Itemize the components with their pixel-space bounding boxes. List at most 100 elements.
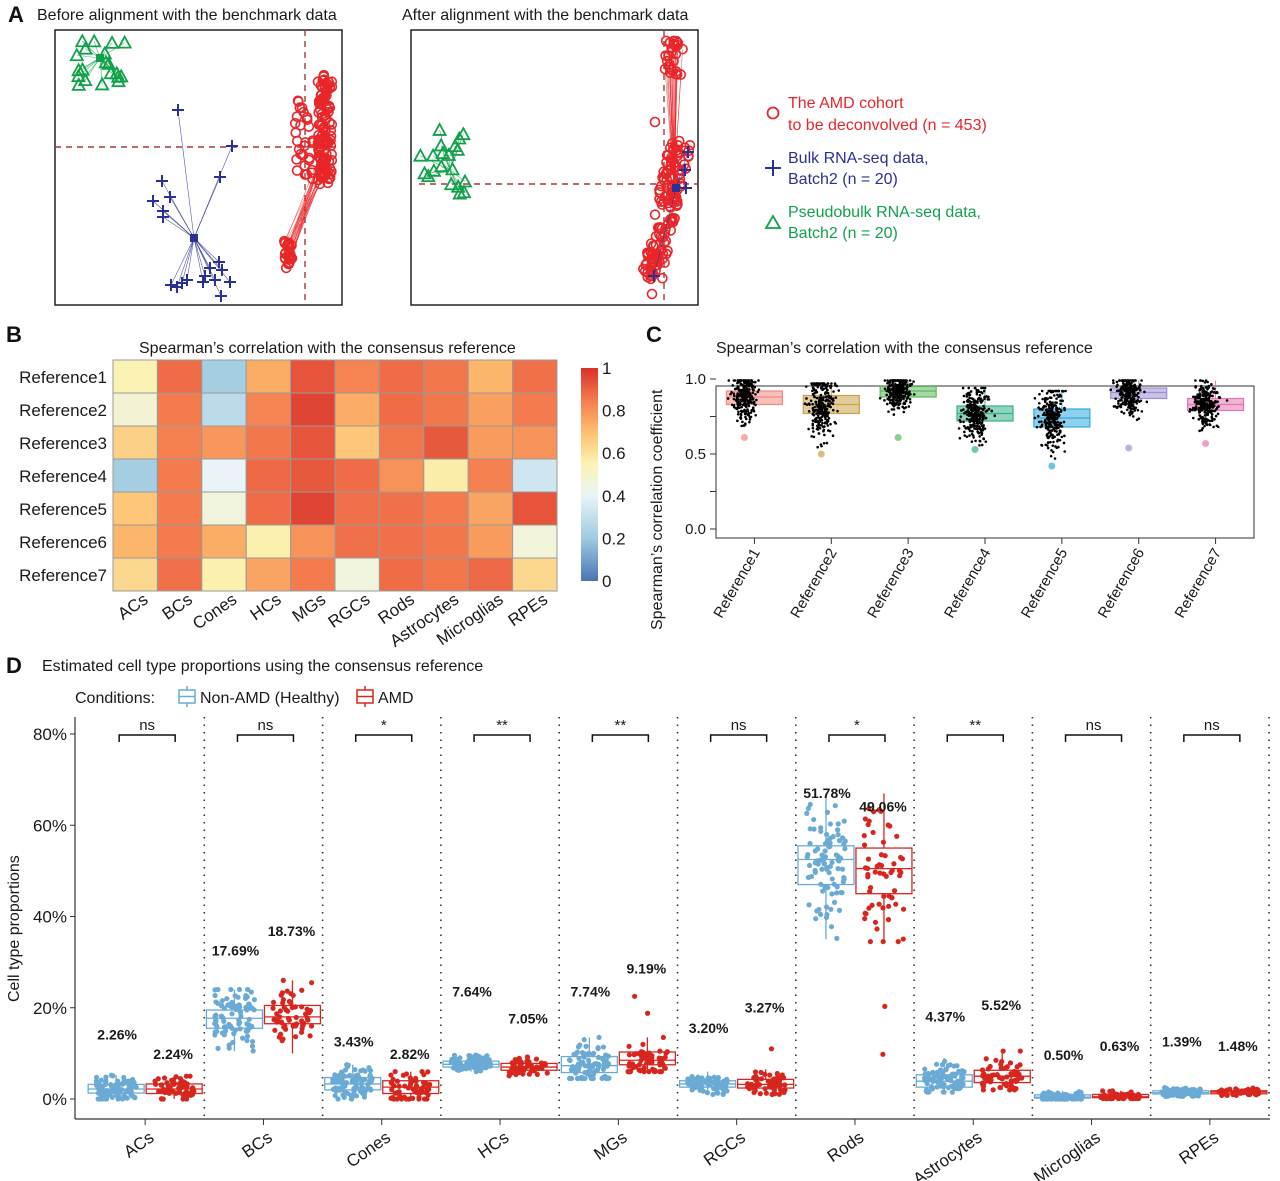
bulk-sample-point	[213, 256, 225, 268]
data-point	[897, 379, 901, 382]
amd-sample-point	[324, 163, 336, 174]
panel-a-right-title: After alignment with the benchmark data	[402, 7, 688, 24]
data-point	[891, 381, 894, 385]
data-point	[591, 1071, 597, 1077]
data-point	[830, 382, 833, 385]
amd-sample-point	[672, 140, 684, 151]
data-point	[284, 988, 290, 994]
data-point	[1130, 411, 1133, 414]
data-point	[939, 1080, 945, 1087]
data-point	[757, 388, 761, 391]
data-point	[1143, 390, 1146, 394]
data-point	[824, 399, 828, 403]
data-point	[574, 1075, 580, 1082]
panel-a-before-plot	[54, 29, 343, 306]
data-point	[739, 417, 743, 420]
data-point	[1055, 406, 1058, 410]
data-point	[658, 1069, 665, 1075]
data-point	[245, 1028, 251, 1034]
data-point	[282, 1023, 288, 1029]
data-point	[1203, 424, 1206, 428]
data-point	[1129, 407, 1133, 411]
data-point	[902, 401, 906, 405]
data-point	[538, 1064, 544, 1070]
data-point	[738, 390, 742, 394]
data-point	[903, 394, 907, 398]
significance-bracket	[118, 734, 176, 742]
colorbar-tick-label: 1	[602, 359, 611, 378]
data-point	[392, 1069, 398, 1075]
data-point	[963, 411, 967, 415]
data-point	[821, 384, 824, 388]
data-point	[749, 382, 753, 385]
data-point	[896, 395, 899, 398]
data-point	[889, 867, 895, 873]
data-point	[861, 842, 868, 848]
pseudobulk-sample-point	[77, 72, 93, 87]
data-point	[830, 834, 836, 840]
panel-a-legend: The AMD cohort to be deconvolved (n = 45…	[764, 95, 987, 242]
data-point	[236, 1017, 242, 1023]
data-point	[842, 846, 848, 852]
data-point	[1100, 1088, 1106, 1094]
data-point	[810, 435, 813, 438]
amd-sample-point	[313, 136, 324, 147]
data-point	[1054, 421, 1058, 425]
data-point	[822, 884, 828, 890]
heatmap-cell	[334, 491, 380, 526]
data-point	[829, 422, 832, 426]
data-point	[1050, 406, 1054, 410]
data-point	[1203, 411, 1207, 414]
data-point	[973, 399, 977, 402]
bulk-sample-point	[226, 140, 238, 152]
data-point	[1130, 381, 1133, 385]
legend-bulk-line1: Bulk RNA-seq data,	[788, 150, 929, 167]
data-point	[809, 399, 813, 403]
data-point	[1119, 399, 1122, 402]
data-point	[827, 416, 831, 420]
data-point	[752, 388, 755, 392]
mean-proportion-label: 51.78%	[803, 785, 851, 801]
data-point	[746, 395, 750, 398]
data-point	[251, 997, 258, 1003]
data-point	[966, 392, 970, 395]
significance-label: **	[969, 717, 981, 734]
data-point	[743, 379, 747, 383]
data-point	[212, 1032, 218, 1038]
amd-sample-point	[319, 81, 331, 92]
heatmap-cell	[423, 491, 469, 526]
data-point	[625, 1069, 631, 1075]
data-point	[751, 1089, 757, 1095]
data-point	[779, 1072, 785, 1078]
data-point	[866, 805, 872, 812]
heatmap-cell	[423, 458, 469, 493]
data-point	[1117, 402, 1120, 405]
data-point	[827, 394, 831, 397]
data-point	[221, 1018, 227, 1024]
data-point	[600, 1044, 607, 1050]
data-point	[649, 1055, 655, 1061]
data-point	[1213, 418, 1216, 421]
data-point	[1194, 398, 1197, 402]
data-point	[1137, 391, 1140, 395]
data-point	[190, 1085, 196, 1091]
data-point	[813, 382, 817, 385]
data-point	[805, 851, 811, 858]
data-point	[838, 889, 844, 896]
significance-label: **	[615, 717, 627, 734]
data-point	[1208, 423, 1212, 427]
data-point	[904, 379, 907, 382]
significance-label: ns	[1086, 717, 1102, 734]
data-point	[886, 381, 889, 385]
data-point	[308, 1023, 315, 1029]
data-point	[1015, 1076, 1021, 1082]
data-point	[1194, 405, 1198, 408]
data-point	[583, 1043, 589, 1049]
y-tick-label: 0.0	[685, 521, 706, 538]
data-point	[821, 382, 825, 385]
cell-type-group: RPEs ns 1.39% 1.48%	[1152, 717, 1270, 1168]
data-point	[967, 414, 971, 418]
panel-d-groups: ACs ns 2.26% 2.24% BCs ns 17.69% 18.73% Cones * 3.…	[87, 717, 1270, 1181]
data-point	[1112, 405, 1116, 408]
data-point	[823, 433, 826, 437]
